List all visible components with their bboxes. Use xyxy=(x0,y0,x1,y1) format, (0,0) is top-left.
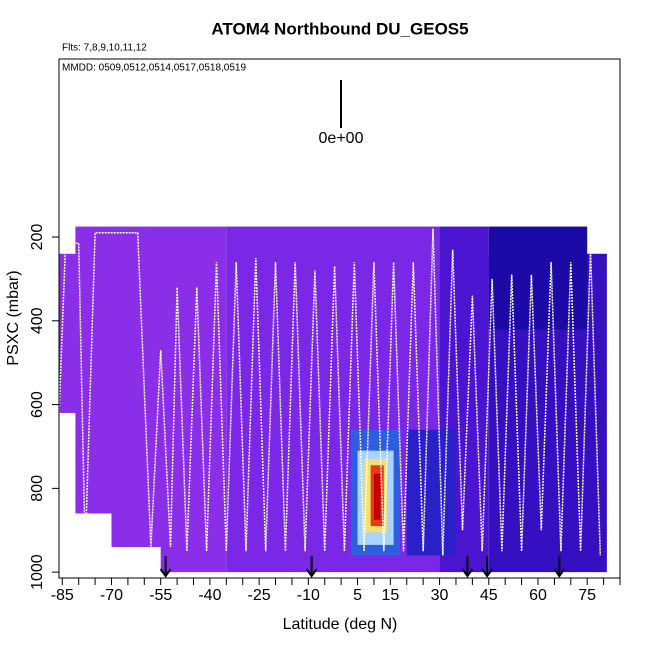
x-tick-label: -85 xyxy=(51,587,74,604)
plot-frame xyxy=(58,58,621,579)
arrow xyxy=(159,556,172,578)
x-tick-label: -10 xyxy=(297,587,320,604)
x-tick-label: 15 xyxy=(381,587,399,604)
heatmap-cell xyxy=(59,253,79,413)
x-axis-label: Latitude (deg N) xyxy=(283,616,398,633)
y-tick-label: 200 xyxy=(29,224,46,251)
arrow xyxy=(553,556,566,578)
heatmap-cell xyxy=(75,226,227,514)
flight-track xyxy=(58,228,602,556)
arrow xyxy=(461,556,474,578)
y-tick-label: 400 xyxy=(29,307,46,334)
heatmap-cell xyxy=(111,513,227,548)
y-axis-label: PSXC (mbar) xyxy=(5,270,22,365)
x-tick-label: -55 xyxy=(149,587,172,604)
x-tick-label: -25 xyxy=(248,587,271,604)
x-tick-label: 60 xyxy=(529,587,547,604)
x-tick-label: 30 xyxy=(431,587,449,604)
heatmap-cell xyxy=(373,473,381,520)
y-tick-label: 1000 xyxy=(29,554,46,590)
x-tick-label: -40 xyxy=(198,587,221,604)
arrow xyxy=(305,556,318,578)
heatmap-cell xyxy=(160,547,227,573)
x-tick-label: 5 xyxy=(353,587,362,604)
dates-note: MMDD: 0509,0512,0514,0517,0518,0519 xyxy=(62,63,246,74)
y-tick-label: 800 xyxy=(29,475,46,502)
chart-title: ATOM4 Northbound DU_GEOS5 xyxy=(211,19,468,38)
x-tick-label: -70 xyxy=(100,587,123,604)
heatmap-cell xyxy=(406,429,456,556)
x-tick-label: 45 xyxy=(480,587,498,604)
colorbar-label: 0e+00 xyxy=(319,130,364,147)
y-tick-label: 600 xyxy=(29,391,46,418)
arrow xyxy=(481,556,493,578)
x-tick-label: 75 xyxy=(578,587,596,604)
flights-note: Flts: 7,8,9,10,11,12 xyxy=(62,43,147,54)
